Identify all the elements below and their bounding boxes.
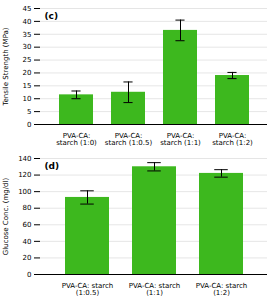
svg-text:(c): (c) <box>45 11 59 21</box>
svg-text:140: 140 <box>18 155 31 163</box>
svg-text:0: 0 <box>27 121 31 129</box>
svg-text:PVA-CA: starch(1:2): PVA-CA: starch(1:2) <box>196 282 248 297</box>
svg-text:100: 100 <box>18 188 31 196</box>
svg-text:45: 45 <box>23 5 32 13</box>
svg-text:0: 0 <box>27 271 31 279</box>
svg-text:PVA-CA: starch(1:1): PVA-CA: starch(1:1) <box>129 282 181 297</box>
svg-text:PVA-CA:starch (1:0): PVA-CA:starch (1:0) <box>56 132 97 147</box>
svg-text:120: 120 <box>18 171 31 179</box>
svg-text:35: 35 <box>23 31 32 39</box>
svg-text:25: 25 <box>23 56 32 64</box>
svg-text:PVA-CA: starch(1:0.5): PVA-CA: starch(1:0.5) <box>62 282 114 297</box>
svg-text:40: 40 <box>23 18 32 26</box>
svg-text:5: 5 <box>27 108 31 116</box>
svg-text:10: 10 <box>23 95 32 103</box>
svg-text:80: 80 <box>23 204 32 212</box>
svg-text:40: 40 <box>23 238 32 246</box>
svg-text:PVA-CA:starch (1:0.5): PVA-CA:starch (1:0.5) <box>105 132 153 147</box>
svg-text:30: 30 <box>23 43 32 51</box>
svg-text:60: 60 <box>23 221 32 229</box>
svg-text:15: 15 <box>23 82 32 90</box>
svg-text:(d): (d) <box>45 161 60 171</box>
svg-text:Tensile Strength (MPa): Tensile Strength (MPa) <box>2 27 10 106</box>
svg-text:PVA-CA:starch (1:2): PVA-CA:starch (1:2) <box>212 132 253 147</box>
svg-text:20: 20 <box>23 254 32 262</box>
svg-text:PVA-CA:starch (1:1): PVA-CA:starch (1:1) <box>160 132 201 147</box>
svg-text:Glucose Conc. (mg/dl): Glucose Conc. (mg/dl) <box>2 177 10 255</box>
svg-text:20: 20 <box>23 69 32 77</box>
